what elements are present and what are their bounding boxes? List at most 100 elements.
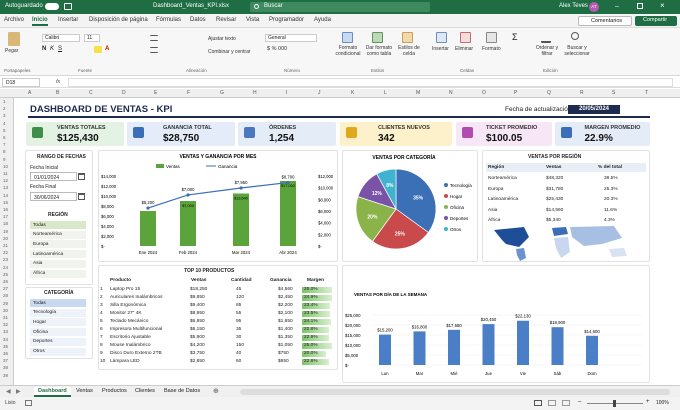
column-header[interactable]: E [154, 90, 158, 96]
conditional-format-icon[interactable] [342, 32, 353, 43]
zoom-out-icon[interactable]: – [578, 399, 582, 405]
sort-filter-label[interactable]: Ordenar y filtrar [535, 45, 559, 57]
line-point[interactable] [286, 180, 290, 185]
sheet-tab-ventas[interactable]: Ventas [76, 388, 93, 394]
fill-color-icon[interactable] [94, 46, 102, 53]
slicer-option[interactable]: Europa [30, 240, 86, 249]
pie-slice[interactable] [371, 208, 429, 250]
tab-archivo[interactable]: Archivo [4, 17, 25, 23]
paste-icon[interactable] [8, 32, 20, 46]
fx-icon[interactable]: fx [56, 79, 61, 85]
format-cells-icon[interactable] [486, 32, 497, 43]
row-header[interactable]: 37 [3, 358, 9, 364]
tab-inicio[interactable]: Inicio [32, 17, 48, 26]
table-format-label[interactable]: Dar formato como tabla [365, 45, 393, 57]
row-header[interactable]: 29 [3, 300, 9, 306]
accessibility-icon[interactable] [25, 400, 32, 406]
font-color-icon[interactable]: A [105, 46, 110, 52]
bar-ventas[interactable] [280, 181, 296, 246]
cell-styles-label[interactable]: Estilos de celda [398, 45, 420, 57]
avatar[interactable]: AT [589, 2, 599, 12]
slicer-option[interactable]: Norteamérica [30, 230, 86, 239]
column-header[interactable]: T [645, 90, 649, 96]
row-header[interactable]: 19 [3, 228, 9, 234]
row-header[interactable]: 24 [3, 264, 9, 270]
row-header[interactable]: 25 [3, 271, 9, 277]
pie-slice[interactable] [376, 168, 397, 210]
row-header[interactable]: 9 [3, 156, 6, 162]
column-header[interactable]: J [318, 90, 321, 96]
row-header[interactable]: 38 [3, 365, 9, 371]
column-header[interactable]: G [220, 90, 224, 96]
row-header[interactable]: 2 [3, 106, 6, 112]
merge-center-button[interactable]: Combinar y centrar [208, 49, 251, 55]
row-header[interactable]: 11 [3, 171, 8, 176]
column-header[interactable]: O [482, 90, 486, 96]
tab-ayuda[interactable]: Ayuda [314, 17, 331, 23]
row-header[interactable]: 16 [3, 207, 9, 212]
row-header[interactable]: 4 [3, 120, 6, 126]
slicer-option[interactable]: Deportes [30, 337, 86, 346]
row-header[interactable]: 6 [3, 135, 6, 140]
column-header[interactable]: Q [547, 90, 551, 96]
normal-view-icon[interactable] [534, 400, 542, 406]
conditional-format-label[interactable]: Formato condicional [335, 45, 361, 57]
row-header[interactable]: 14 [3, 192, 9, 198]
font-size-select[interactable]: 11 [84, 34, 100, 42]
zoom-thumb[interactable] [613, 400, 616, 407]
row-header[interactable]: 34 [3, 336, 9, 342]
column-header[interactable]: N [449, 90, 453, 96]
line-point[interactable] [239, 186, 243, 190]
delete-cells-icon[interactable] [460, 32, 471, 43]
row-header[interactable]: 26 [3, 279, 9, 284]
slicer-option[interactable]: Oficina [30, 328, 86, 337]
sheet-tab-base-datos[interactable]: Base de Datos [164, 388, 201, 394]
tab-vista[interactable]: Vista [246, 17, 260, 23]
name-box[interactable]: D18 [2, 78, 40, 87]
bar-weekday[interactable] [448, 329, 460, 365]
save-icon[interactable] [64, 3, 72, 10]
line-point[interactable] [186, 193, 190, 197]
autosave-toggle[interactable] [45, 3, 59, 10]
column-header[interactable]: D [122, 90, 126, 96]
column-header[interactable]: F [187, 90, 191, 96]
sort-filter-icon[interactable] [541, 32, 551, 43]
insert-cells-label[interactable]: Insertar [432, 46, 449, 52]
tab-revisar[interactable]: Revisar [216, 17, 237, 23]
bar-weekday[interactable] [482, 324, 495, 365]
line-ganancia[interactable] [147, 181, 289, 209]
formula-input[interactable] [68, 78, 673, 87]
wrap-text-button[interactable]: Ajustar texto [208, 36, 236, 42]
line-point[interactable] [146, 206, 150, 210]
tab-insertar[interactable]: Insertar [58, 17, 79, 23]
row-header[interactable]: 5 [3, 127, 6, 133]
bar-weekday[interactable] [586, 335, 598, 365]
pie-slice[interactable] [395, 168, 437, 234]
row-header[interactable]: 33 [3, 329, 9, 335]
row-header[interactable]: 13 [3, 185, 9, 191]
close-icon[interactable]: × [660, 1, 665, 10]
sheet-tab-productos[interactable]: Productos [102, 388, 127, 394]
bar-ventas[interactable] [140, 211, 156, 246]
calendar-icon[interactable] [78, 173, 85, 180]
zoom-in-icon[interactable]: + [646, 399, 650, 405]
slicer-option[interactable]: Asia [30, 259, 86, 268]
prev-sheet-icon[interactable]: ◀ [6, 389, 11, 395]
row-header[interactable]: 30 [3, 307, 9, 313]
row-header[interactable]: 22 [3, 250, 9, 256]
column-header[interactable]: R [580, 90, 584, 96]
column-header[interactable]: C [89, 90, 93, 96]
table-format-icon[interactable] [372, 32, 383, 43]
tab-disposicion[interactable]: Disposición de página [89, 17, 148, 23]
minimize-icon[interactable]: – [615, 3, 619, 10]
row-header[interactable]: 20 [3, 235, 9, 241]
column-header[interactable]: L [384, 90, 387, 96]
calendar-icon[interactable] [78, 193, 85, 200]
insert-cells-icon[interactable] [436, 32, 447, 43]
row-header[interactable]: 7 [3, 142, 6, 148]
slicer-option[interactable]: África [30, 269, 86, 278]
bold-icon[interactable]: N [42, 46, 47, 52]
page-layout-icon[interactable] [548, 400, 556, 406]
add-sheet-icon[interactable]: ⊕ [213, 388, 219, 395]
row-header[interactable]: 36 [3, 351, 9, 356]
